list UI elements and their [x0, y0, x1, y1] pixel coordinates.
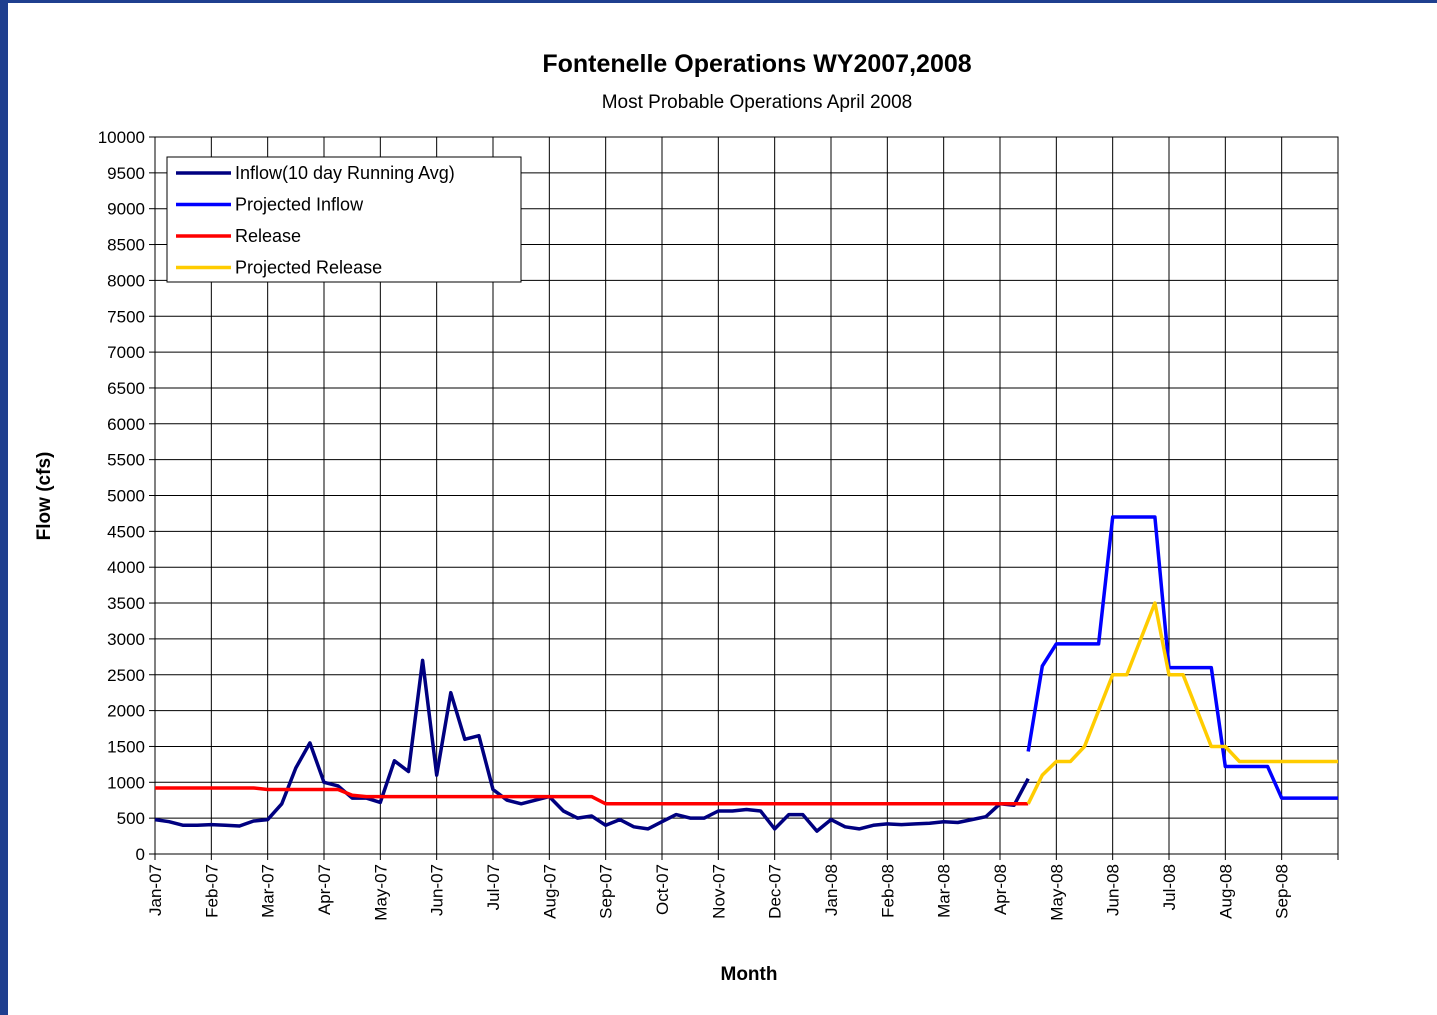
- border-left: [0, 0, 8, 1015]
- series-line: [155, 786, 1029, 806]
- x-tick-label: Mar-08: [935, 864, 954, 918]
- x-tick-label: Apr-07: [315, 864, 334, 915]
- border-top: [0, 0, 1437, 3]
- y-tick-label: 10000: [98, 128, 145, 147]
- y-tick-label: 8000: [107, 271, 145, 290]
- chart-subtitle: Most Probable Operations April 2008: [602, 92, 913, 113]
- y-tick-label: 6000: [107, 415, 145, 434]
- y-tick-label: 1500: [107, 737, 145, 756]
- x-axis-label: Month: [721, 964, 778, 985]
- x-tick-label: Jan-07: [146, 864, 165, 916]
- x-tick-label: Jul-07: [484, 864, 503, 910]
- x-tick-label: Sep-08: [1273, 864, 1292, 919]
- y-tick-label: 8500: [107, 236, 145, 255]
- x-tick-label: Aug-08: [1216, 864, 1235, 919]
- x-tick-label: Feb-07: [202, 864, 221, 918]
- y-tick-label: 5500: [107, 451, 145, 470]
- x-tick-label: Jun-08: [1104, 864, 1123, 916]
- series-line: [154, 658, 1030, 833]
- x-tick-label: May-07: [371, 864, 390, 921]
- chart-title: Fontenelle Operations WY2007,2008: [542, 50, 971, 78]
- legend-label: Projected Inflow: [235, 195, 364, 215]
- legend-label: Projected Release: [235, 258, 382, 278]
- legend-label: Release: [235, 226, 301, 246]
- y-tick-label: 2500: [107, 666, 145, 685]
- legend-label: Inflow(10 day Running Avg): [235, 163, 455, 183]
- y-axis-label: Flow (cfs): [34, 452, 55, 541]
- y-tick-label: 2000: [107, 702, 145, 721]
- y-tick-label: 6500: [107, 379, 145, 398]
- x-tick-label: Sep-07: [597, 864, 616, 919]
- y-tick-label: 3500: [107, 594, 145, 613]
- y-tick-label: 9000: [107, 200, 145, 219]
- series-line: [1026, 601, 1338, 805]
- legend-box: [166, 156, 522, 283]
- x-tick-label: Mar-07: [259, 864, 278, 918]
- x-tick-label: Feb-08: [878, 864, 897, 918]
- y-tick-label: 0: [136, 845, 145, 864]
- y-tick-label: 4000: [107, 558, 145, 577]
- y-tick-label: 9500: [107, 164, 145, 183]
- series-line: [1026, 515, 1338, 800]
- x-tick-label: Oct-07: [653, 864, 672, 915]
- x-tick-label: Apr-08: [991, 864, 1010, 915]
- y-tick-label: 500: [117, 809, 145, 828]
- x-tick-label: May-08: [1047, 864, 1066, 921]
- y-tick-label: 7500: [107, 307, 145, 326]
- x-tick-label: Dec-07: [766, 864, 785, 919]
- y-tick-label: 5000: [107, 487, 145, 506]
- y-tick-label: 7000: [107, 343, 145, 362]
- x-tick-label: Nov-07: [709, 864, 728, 919]
- x-tick-label: Aug-07: [540, 864, 559, 919]
- plot-frame: [154, 136, 1339, 855]
- y-tick-label: 4500: [107, 522, 145, 541]
- y-tick-label: 1000: [107, 773, 145, 792]
- y-tick-label: 3000: [107, 630, 145, 649]
- x-tick-label: Jul-08: [1160, 864, 1179, 910]
- x-tick-label: Jun-07: [428, 864, 447, 916]
- x-tick-label: Jan-08: [822, 864, 841, 916]
